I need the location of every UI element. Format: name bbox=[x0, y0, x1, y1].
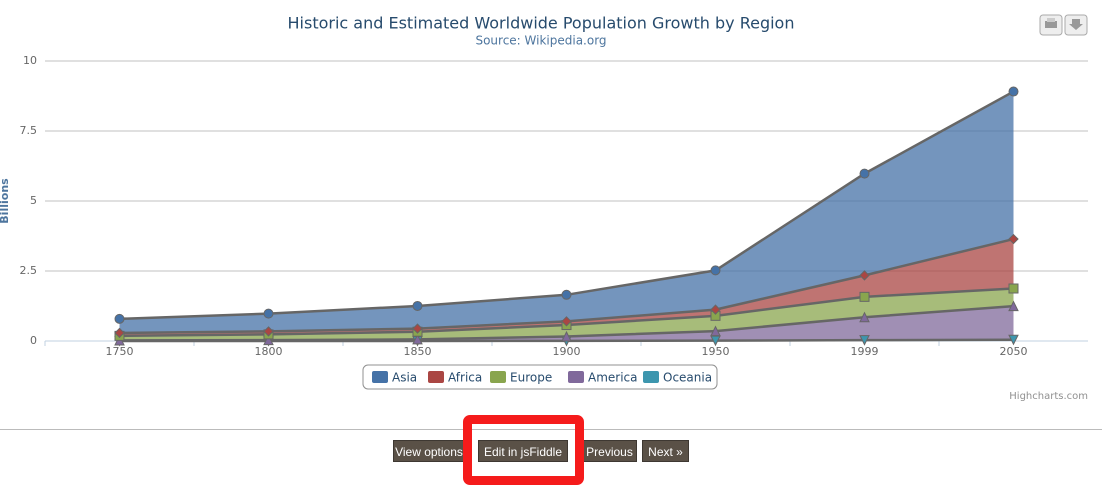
y-tick-label: 5 bbox=[30, 194, 37, 207]
legend-item[interactable]: Oceania bbox=[643, 371, 712, 385]
legend-label: America bbox=[588, 371, 638, 385]
y-tick-label: 10 bbox=[23, 54, 37, 67]
marker bbox=[859, 291, 870, 302]
y-axis-title: Billions bbox=[0, 178, 11, 224]
legend-box bbox=[362, 364, 718, 390]
marker bbox=[710, 304, 721, 315]
button[interactable]: Previous bbox=[582, 440, 637, 462]
legend-item[interactable]: America bbox=[568, 371, 638, 385]
legend-label: Oceania bbox=[663, 371, 712, 385]
marker bbox=[263, 326, 274, 337]
area bbox=[119, 91, 1014, 333]
marker bbox=[859, 311, 870, 323]
x-tick-label: 1999 bbox=[851, 345, 879, 358]
x-tick-label: 1900 bbox=[553, 345, 581, 358]
x-tick-label: 1750 bbox=[106, 345, 134, 358]
area bbox=[119, 239, 1014, 336]
x-tick-label: 2050 bbox=[1000, 345, 1028, 358]
marker bbox=[710, 265, 721, 276]
separator bbox=[0, 429, 1102, 430]
marker bbox=[1008, 334, 1019, 346]
marker bbox=[1008, 283, 1019, 294]
y-tick-label: 7.5 bbox=[20, 124, 38, 137]
legend-swatch bbox=[568, 371, 584, 383]
chart-title: Historic and Estimated Worldwide Populat… bbox=[288, 14, 795, 33]
marker bbox=[561, 330, 572, 342]
y-tick-label: 2.5 bbox=[20, 264, 38, 277]
legend-label: Africa bbox=[448, 371, 482, 385]
x-tick-label: 1850 bbox=[404, 345, 432, 358]
marker bbox=[710, 325, 721, 337]
legend-item[interactable]: Europe bbox=[490, 371, 552, 385]
marker bbox=[412, 333, 423, 345]
marker bbox=[561, 316, 572, 327]
marker bbox=[859, 168, 870, 179]
marker bbox=[114, 313, 125, 324]
marker bbox=[1008, 86, 1019, 97]
marker bbox=[1008, 300, 1019, 312]
area bbox=[119, 306, 1014, 341]
areas bbox=[119, 91, 1014, 341]
marker bbox=[1008, 233, 1019, 245]
legend-swatch bbox=[643, 371, 659, 383]
button[interactable]: Next » bbox=[642, 440, 689, 462]
marker bbox=[114, 327, 125, 339]
legend-swatch bbox=[428, 371, 444, 383]
legend-label: Europe bbox=[510, 371, 552, 385]
marker bbox=[561, 289, 572, 300]
button[interactable]: View options bbox=[393, 440, 465, 462]
marker bbox=[263, 308, 274, 319]
legend-item[interactable]: Africa bbox=[428, 371, 482, 385]
button[interactable]: Edit in jsFiddle bbox=[478, 440, 568, 462]
x-tick-label: 1800 bbox=[255, 345, 283, 358]
legend-label: Asia bbox=[392, 371, 417, 385]
x-tick-label: 1950 bbox=[702, 345, 730, 358]
print-button[interactable] bbox=[1039, 14, 1063, 36]
highlight-box bbox=[463, 415, 584, 485]
marker bbox=[412, 323, 423, 334]
marker bbox=[263, 334, 274, 346]
marker bbox=[859, 270, 870, 281]
legend-item[interactable]: Asia bbox=[372, 371, 417, 385]
y-tick-label: 0 bbox=[30, 334, 37, 347]
marker bbox=[412, 300, 423, 311]
export-button[interactable] bbox=[1064, 14, 1088, 36]
credits[interactable]: Highcharts.com bbox=[1009, 391, 1088, 402]
legend-swatch bbox=[372, 371, 388, 383]
chart-subtitle: Source: Wikipedia.org bbox=[475, 34, 606, 48]
chart: Historic and Estimated Worldwide Populat… bbox=[0, 14, 1088, 402]
legend-swatch bbox=[490, 371, 506, 383]
marker bbox=[859, 335, 870, 346]
